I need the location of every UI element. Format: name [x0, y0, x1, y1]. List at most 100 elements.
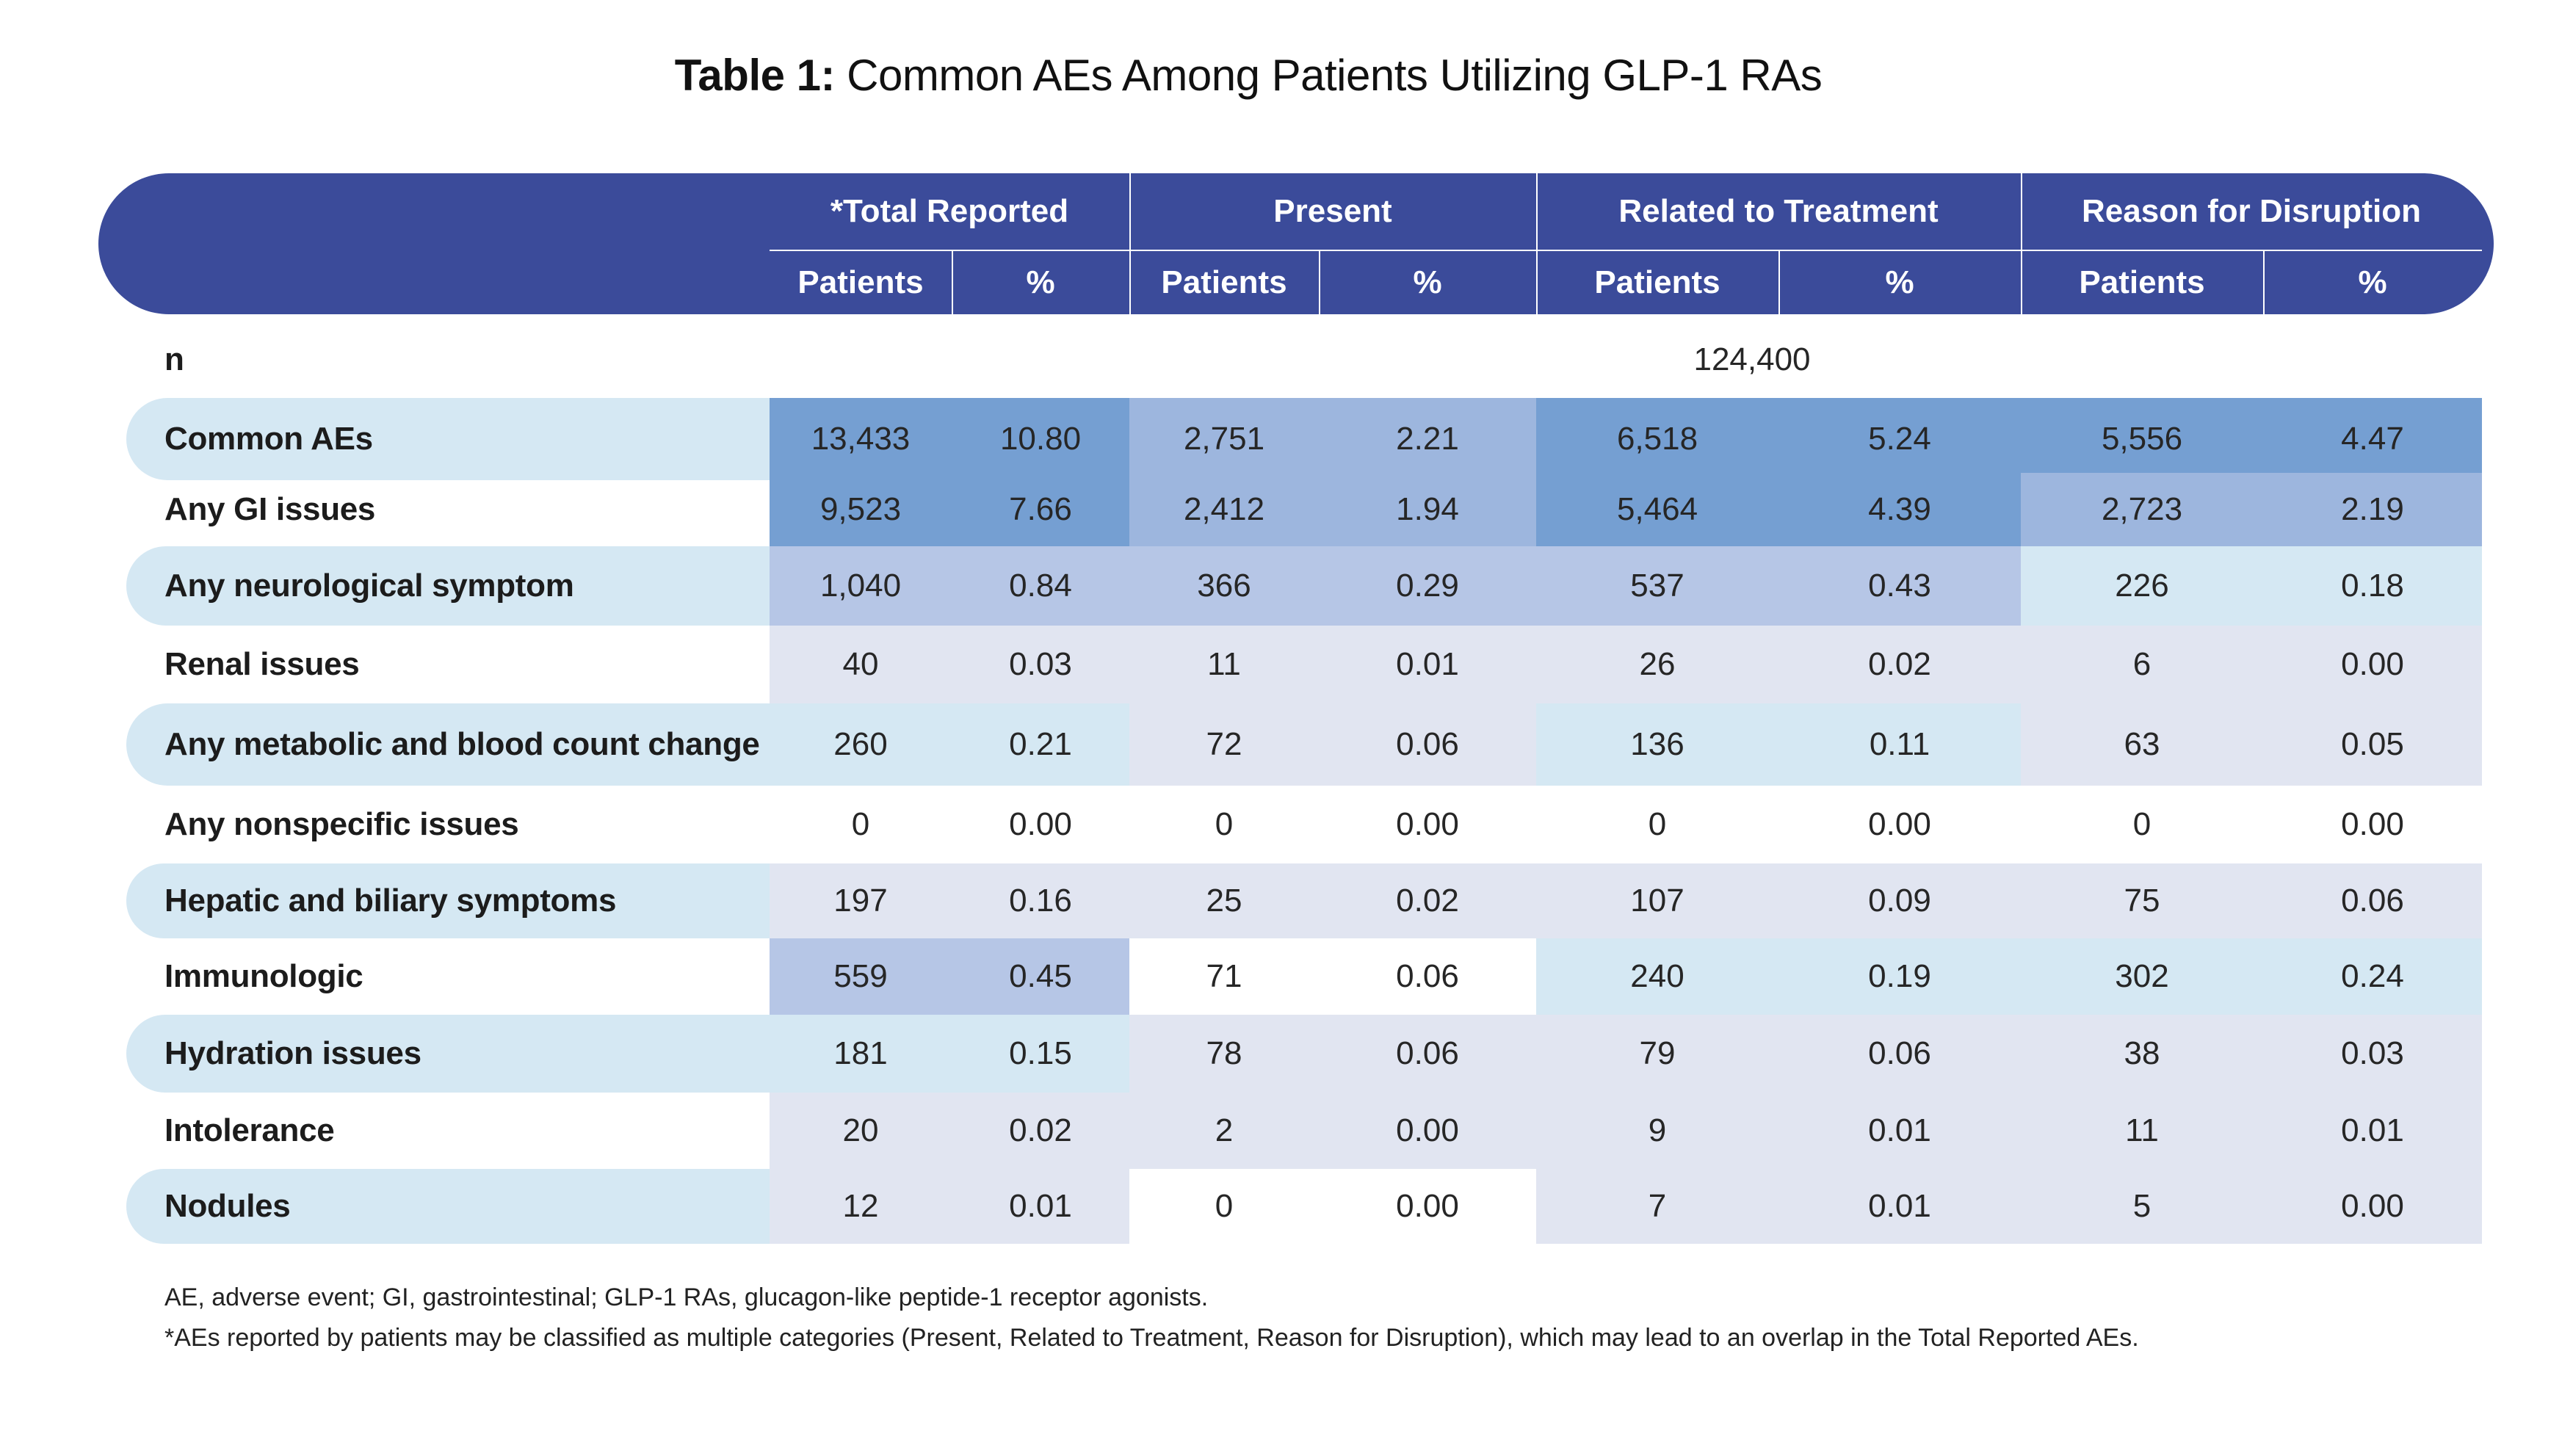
table-cell: 559	[770, 938, 952, 1015]
table-cell: 0.21	[952, 703, 1129, 786]
table-row: Hepatic and biliary symptoms 197 0.16 25 0.0…	[126, 863, 2482, 938]
table-cell: 2.19	[2263, 473, 2482, 546]
table-cell: 0.01	[2263, 1093, 2482, 1169]
table-row: Renal issues 40 0.03 11 0.01 26 0.02 6 0.00	[126, 626, 2482, 703]
header-subcol: %	[1885, 264, 1914, 300]
table-cell: 10.80	[952, 398, 1129, 480]
table-cell: 2,723	[2021, 473, 2263, 546]
table-cell: 0.00	[2263, 1169, 2482, 1244]
table-cell: 0	[1536, 786, 1778, 863]
table-cell: 0.06	[1319, 703, 1536, 786]
table-caption: Common AEs Among Patients Utilizing GLP-…	[835, 51, 1823, 100]
subcol-divider	[2263, 251, 2265, 314]
table-cell: 0.16	[952, 863, 1129, 938]
row-label: Nodules	[164, 1188, 291, 1224]
row-label: Any nonspecific issues	[164, 806, 519, 842]
header-subcol: %	[2358, 264, 2387, 300]
header-divider	[2021, 173, 2022, 314]
table-row: Any GI issues 9,523 7.66 2,412 1.94 5,464 4.39…	[126, 473, 2482, 546]
table-cell: 0.05	[2263, 703, 2482, 786]
table-cell: 4.47	[2263, 398, 2482, 480]
row-label: Any GI issues	[164, 491, 376, 527]
table-cell: 0.43	[1778, 546, 2021, 626]
header-subcol: Patients	[2079, 264, 2205, 300]
table-cell: 9	[1536, 1093, 1778, 1169]
subcol-divider	[1319, 251, 1320, 314]
row-band	[126, 1169, 770, 1244]
table-cell: 0.18	[2263, 546, 2482, 626]
table-cell: 197	[770, 863, 952, 938]
table-cell: 0.01	[1319, 626, 1536, 703]
table-cell: 0.06	[1319, 938, 1536, 1015]
table-cell: 0.45	[952, 938, 1129, 1015]
table-cell: 0.01	[1778, 1169, 2021, 1244]
table-number: Table 1:	[674, 51, 836, 100]
row-label: Any metabolic and blood count change	[164, 726, 760, 762]
table-cell: 2,751	[1129, 398, 1319, 480]
table-row: Any neurological symptom 1,040 0.84 366 0.29…	[126, 546, 2482, 626]
n-label: n	[164, 341, 184, 377]
table-cell: 75	[2021, 863, 2263, 938]
table-row: Hydration issues 181 0.15 78 0.06 79 0.06 38 0.0…	[126, 1015, 2482, 1093]
header-divider	[1536, 173, 1538, 314]
table-cell: 71	[1129, 938, 1319, 1015]
table-cell: 0.03	[952, 626, 1129, 703]
table-cell: 0	[770, 786, 952, 863]
table-cell: 2,412	[1129, 473, 1319, 546]
header-group: Present	[1273, 193, 1392, 229]
row-label: Any neurological symptom	[164, 568, 574, 604]
table-cell: 240	[1536, 938, 1778, 1015]
table-cell: 5.24	[1778, 398, 2021, 480]
table-cell: 9,523	[770, 473, 952, 546]
table-cell: 63	[2021, 703, 2263, 786]
row-label: Hydration issues	[164, 1035, 421, 1071]
table-cell: 7	[1536, 1169, 1778, 1244]
table-row: Any nonspecific issues 0 0.00 0 0.00 0 0.00 0 0.…	[126, 786, 2482, 863]
table-cell: 0.11	[1778, 703, 2021, 786]
table-cell: 2	[1129, 1093, 1319, 1169]
footnote-overlap: *AEs reported by patients may be classif…	[164, 1324, 2139, 1352]
table-cell: 0.00	[1778, 786, 2021, 863]
table-cell: 181	[770, 1015, 952, 1093]
header-subcol: Patients	[1594, 264, 1720, 300]
table-cell: 0.00	[1319, 1093, 1536, 1169]
subcol-divider	[952, 251, 953, 314]
row-band	[126, 863, 770, 938]
table-cell: 0.09	[1778, 863, 2021, 938]
table-cell: 0.01	[1778, 1093, 2021, 1169]
table-cell: 0.02	[1319, 863, 1536, 938]
table-cell: 6	[2021, 626, 2263, 703]
table-cell: 226	[2021, 546, 2263, 626]
table-cell: 537	[1536, 546, 1778, 626]
table-cell: 0.00	[952, 786, 1129, 863]
header-subcol: %	[1413, 264, 1442, 300]
table-cell: 0.29	[1319, 546, 1536, 626]
header-group: Reason for Disruption	[2081, 193, 2422, 229]
table-cell: 0.00	[2263, 786, 2482, 863]
table-cell: 0.06	[1319, 1015, 1536, 1093]
table-cell: 0	[1129, 1169, 1319, 1244]
table-row: Immunologic 559 0.45 71 0.06 240 0.19 302 0.24	[126, 938, 2482, 1015]
table-cell: 0	[1129, 786, 1319, 863]
table-row: Common AEs 13,433 10.80 2,751 2.21 6,518 5.24 5…	[126, 398, 2482, 480]
table-cell: 260	[770, 703, 952, 786]
table-row: Any metabolic and blood count change 260 0…	[126, 703, 2482, 786]
row-label: Intolerance	[164, 1112, 335, 1148]
header-rule	[770, 250, 2482, 251]
table-cell: 0.06	[2263, 863, 2482, 938]
table-cell: 5	[2021, 1169, 2263, 1244]
table-cell: 0.19	[1778, 938, 2021, 1015]
table-cell: 5,556	[2021, 398, 2263, 480]
table-cell: 0.00	[1319, 786, 1536, 863]
header-subcol: Patients	[1161, 264, 1287, 300]
table-cell: 0.02	[1778, 626, 2021, 703]
n-value: 124,400	[1693, 341, 1811, 377]
table-cell: 5,464	[1536, 473, 1778, 546]
table-cell: 4.39	[1778, 473, 2021, 546]
header-group: Related to Treatment	[1618, 193, 1939, 229]
table-title: Table 1: Common AEs Among Patients Utili…	[0, 50, 2497, 101]
row-label: Renal issues	[164, 646, 360, 682]
row-band	[126, 398, 770, 480]
table-cell: 72	[1129, 703, 1319, 786]
table-cell: 38	[2021, 1015, 2263, 1093]
